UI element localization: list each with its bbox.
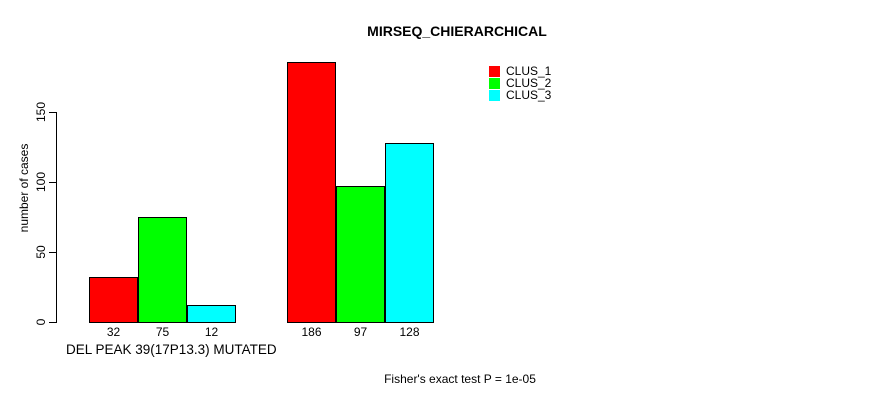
legend-item-clus_2: CLUS_2: [489, 77, 551, 89]
legend-label: CLUS_3: [506, 88, 552, 102]
legend-swatch-icon: [489, 65, 500, 77]
y-tick-label: 0: [34, 318, 48, 326]
y-tick-label: 100: [34, 171, 48, 193]
x-axis-label: DEL PEAK 39(17P13.3) MUTATED: [66, 342, 277, 357]
bar-clus_2-group-1: [138, 217, 187, 323]
legend-label: CLUS_2: [506, 76, 552, 90]
bar-value-label: 12: [204, 325, 219, 339]
legend-swatch-icon: [489, 77, 500, 89]
bar-clus_3-group-1: [187, 305, 236, 323]
y-tick: [49, 112, 57, 113]
y-axis-label: number of cases: [17, 143, 31, 233]
bar-value-label: 97: [353, 325, 368, 339]
bar-clus_3-group-2: [385, 143, 434, 323]
legend-item-clus_1: CLUS_1: [489, 65, 551, 77]
bar-clus_1-group-2: [287, 62, 336, 323]
fisher-annotation: Fisher's exact test P = 1e-05: [384, 372, 536, 386]
y-tick-label: 50: [34, 245, 48, 259]
y-tick: [49, 252, 57, 253]
bar-clus_1-group-1: [89, 277, 138, 323]
legend-item-clus_3: CLUS_3: [489, 89, 551, 101]
bar-value-label: 75: [155, 325, 170, 339]
legend-swatch-icon: [489, 89, 500, 101]
y-tick: [49, 322, 57, 323]
y-axis-line: [56, 112, 57, 323]
bar-value-label: 128: [399, 325, 420, 339]
bar-value-label: 32: [106, 325, 121, 339]
bar-value-label: 186: [301, 325, 322, 339]
legend: CLUS_1 CLUS_2 CLUS_3: [489, 65, 551, 101]
y-tick-label: 150: [34, 101, 48, 123]
legend-label: CLUS_1: [506, 64, 552, 78]
chart-title: MIRSEQ_CHIERARCHICAL: [367, 23, 547, 39]
y-tick: [49, 182, 57, 183]
bar-clus_2-group-2: [336, 186, 385, 323]
